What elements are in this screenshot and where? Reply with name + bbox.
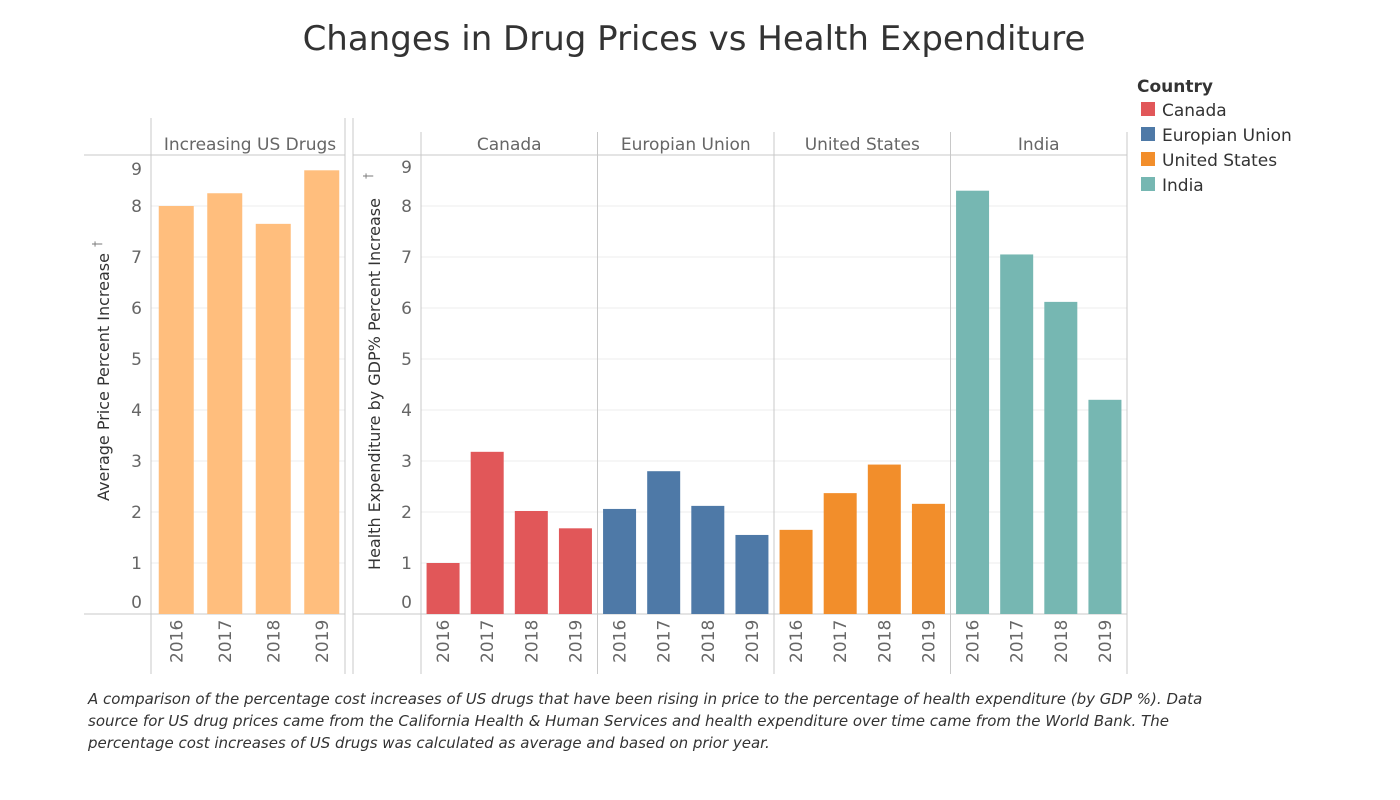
legend-item-label: Canada: [1162, 101, 1227, 121]
x-tick-label: 2017: [831, 620, 851, 663]
pin-icon: †: [90, 241, 104, 247]
x-tick-label: 2019: [919, 620, 939, 663]
legend-item-label: India: [1162, 176, 1204, 196]
bar-india-2017: [1000, 254, 1034, 614]
x-tick-label: 2019: [743, 620, 763, 663]
bar-us-drugs-2019: [304, 170, 340, 615]
y-tick-label: 4: [131, 401, 142, 421]
pin-icon: †: [361, 173, 375, 179]
y-tick-label: 7: [131, 248, 142, 268]
bar-us-drugs-2018: [255, 223, 291, 614]
y-tick-label: 9: [131, 160, 142, 180]
left-chart-panel: Increasing US Drugs 0 1 2 3 4 5 6 7 8 9 Average Pri…: [84, 118, 346, 674]
bar-canada-2017: [470, 451, 504, 614]
legend-item-label: United States: [1162, 151, 1277, 171]
y-tick-label: 4: [401, 401, 412, 421]
bar-canada-2016: [426, 563, 460, 614]
legend-swatch: [1141, 127, 1155, 141]
x-tick-label: 2018: [1052, 620, 1072, 663]
y-tick-label: 2: [401, 503, 412, 523]
legend-item-label: Europian Union: [1162, 126, 1292, 146]
legend-swatch: [1141, 152, 1155, 166]
bar-us-drugs-2016: [158, 206, 194, 614]
chart-caption: A comparison of the percentage cost incr…: [88, 690, 1203, 752]
y-tick-label: 6: [401, 299, 412, 319]
legend-swatch: [1141, 102, 1155, 116]
x-tick-label: 2018: [522, 620, 542, 663]
y-axis-title: Health Expenditure by GDP% Percent Incre…: [365, 198, 384, 570]
bar-europian-union-2016: [603, 508, 637, 614]
bar-india-2019: [1088, 399, 1122, 614]
x-tick-label: 2017: [478, 620, 498, 663]
legend-swatch: [1141, 177, 1155, 191]
bar-united-states-2016: [779, 529, 813, 614]
y-tick-label: 7: [401, 248, 412, 268]
bar-united-states-2019: [911, 503, 945, 614]
x-tick-label: 2017: [216, 620, 236, 663]
bar-united-states-2017: [823, 493, 857, 614]
x-tick-label: 2018: [264, 620, 284, 663]
panel-header: Increasing US Drugs: [164, 135, 336, 155]
y-tick-label: 5: [131, 350, 142, 370]
bar-europian-union-2017: [647, 471, 681, 614]
x-tick-label: 2019: [313, 620, 333, 663]
chart-title: Changes in Drug Prices vs Health Expendi…: [303, 19, 1086, 59]
bar-canada-2019: [558, 528, 592, 614]
legend-title: Country: [1137, 77, 1213, 97]
x-tick-label: 2018: [875, 620, 895, 663]
bar-india-2016: [956, 190, 990, 614]
x-tick-label: 2017: [1008, 620, 1028, 663]
legend: Country Canada Europian Union United States…: [1137, 77, 1292, 196]
x-tick-label: 2016: [787, 620, 807, 663]
panel-header: Europian Union: [621, 135, 751, 155]
y-tick-label: 1: [401, 554, 412, 574]
y-tick-label: 8: [401, 197, 412, 217]
y-tick-label: 5: [401, 350, 412, 370]
bar-europian-union-2019: [735, 534, 769, 614]
y-axis-title: Average Price Percent Increase: [94, 253, 113, 501]
y-tick-label: 2: [131, 503, 142, 523]
y-tick-label: 3: [131, 452, 142, 472]
bar-europian-union-2018: [691, 505, 725, 614]
y-tick-label: 1: [131, 554, 142, 574]
y-tick-label: 0: [401, 593, 412, 613]
bar-india-2018: [1044, 301, 1078, 614]
y-tick-label: 9: [401, 158, 412, 178]
x-tick-label: 2017: [655, 620, 675, 663]
x-tick-label: 2018: [699, 620, 719, 663]
right-chart-panel: 0 1 2 3 4 5 6 7 8 9 Health Expenditure by GDP% Per…: [352, 118, 1128, 674]
y-tick-label: 3: [401, 452, 412, 472]
y-tick-label: 0: [131, 593, 142, 613]
x-tick-label: 2016: [434, 620, 454, 663]
x-tick-label: 2016: [964, 620, 984, 663]
panel-header: United States: [805, 135, 920, 155]
x-tick-label: 2019: [1096, 620, 1116, 663]
x-tick-label: 2016: [167, 620, 187, 663]
x-tick-label: 2019: [566, 620, 586, 663]
y-tick-label: 6: [131, 299, 142, 319]
bar-united-states-2018: [867, 464, 901, 614]
y-tick-label: 8: [131, 197, 142, 217]
bar-canada-2018: [514, 510, 548, 614]
bar-us-drugs-2017: [207, 193, 243, 614]
x-tick-label: 2016: [611, 620, 631, 663]
panel-header: Canada: [477, 135, 542, 155]
panel-header: India: [1018, 135, 1060, 155]
